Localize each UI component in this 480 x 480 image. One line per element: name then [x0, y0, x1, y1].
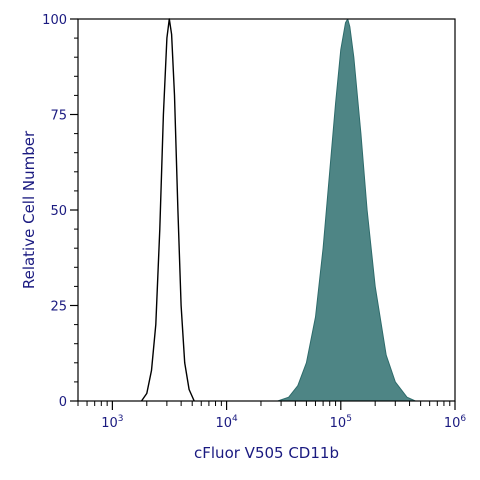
y-tick-label: 50: [50, 204, 67, 219]
x-axis-label: cFluor V505 CD11b: [194, 444, 339, 462]
x-tick-label: 105: [330, 414, 352, 431]
tick-layer: 103 104 105 106 0 25 50 75 100: [42, 13, 466, 431]
y-tick-label: 75: [50, 109, 67, 124]
x-tick-label: 103: [101, 414, 123, 431]
histogram-outline-series: [140, 18, 195, 402]
series-layer: [140, 18, 416, 402]
y-tick-label: 100: [42, 13, 67, 28]
y-tick-label: 0: [59, 395, 67, 410]
x-tick-label: 104: [215, 414, 238, 431]
y-axis-label: Relative Cell Number: [20, 130, 38, 289]
plot-frame: [77, 18, 456, 402]
histogram-filled-series: [277, 18, 416, 402]
y-tick-label: 25: [50, 300, 67, 315]
x-tick-label: 106: [444, 414, 467, 431]
